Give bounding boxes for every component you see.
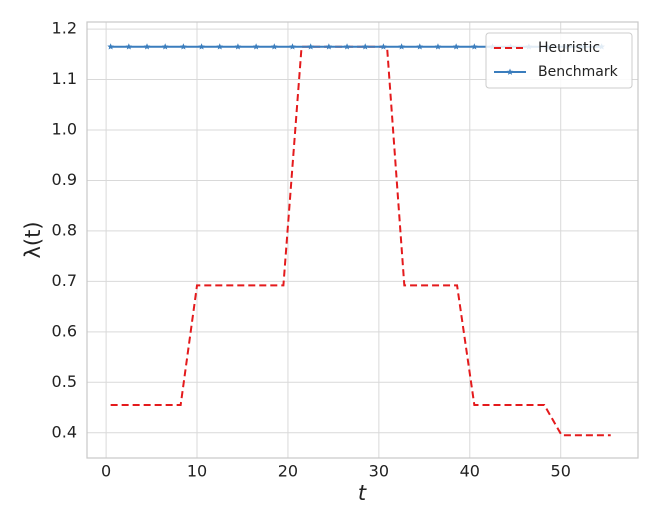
x-tick-label: 30 [369, 462, 389, 481]
marker [343, 43, 351, 50]
y-tick-label: 1.0 [52, 119, 77, 138]
marker [161, 43, 169, 50]
line-heuristic [110, 45, 611, 437]
y-tick-label: 0.6 [52, 321, 77, 340]
y-axis-label: λ(t) [21, 221, 45, 258]
marker [471, 43, 478, 50]
y-tick-label: 0.4 [52, 422, 77, 441]
legend-box [485, 32, 633, 89]
y-tick-label: 1.2 [52, 19, 77, 38]
marker [216, 43, 224, 50]
marker [434, 43, 442, 50]
y-tick-label: 0.7 [52, 271, 77, 290]
x-tick-label: 10 [187, 462, 207, 481]
marker [198, 43, 205, 50]
marker [325, 43, 333, 50]
marker [289, 43, 296, 50]
marker [107, 43, 114, 50]
marker [307, 43, 314, 50]
y-tick-label: 0.8 [52, 220, 77, 239]
legend-label: Heuristic [538, 40, 600, 56]
y-tick-label: 1.1 [52, 69, 77, 88]
x-axis-label: t [358, 481, 367, 505]
marker [270, 43, 278, 50]
y-tick-label: 0.9 [52, 170, 77, 189]
marker [398, 43, 405, 50]
plot-frame [86, 21, 639, 459]
marker [452, 43, 460, 50]
marker [361, 43, 369, 50]
y-tick-label: 0.5 [52, 372, 77, 391]
marker [180, 43, 187, 50]
x-tick-label: 20 [278, 462, 298, 481]
marker [252, 43, 260, 50]
marker [143, 43, 151, 50]
x-tick-label: 0 [101, 462, 111, 481]
legend-label: Benchmark [538, 64, 619, 80]
marker [125, 43, 133, 50]
marker [234, 43, 242, 50]
marker [380, 43, 387, 50]
x-tick-label: 50 [551, 462, 571, 481]
marker [416, 43, 424, 50]
legend-marker [506, 68, 514, 75]
x-tick-label: 40 [460, 462, 480, 481]
